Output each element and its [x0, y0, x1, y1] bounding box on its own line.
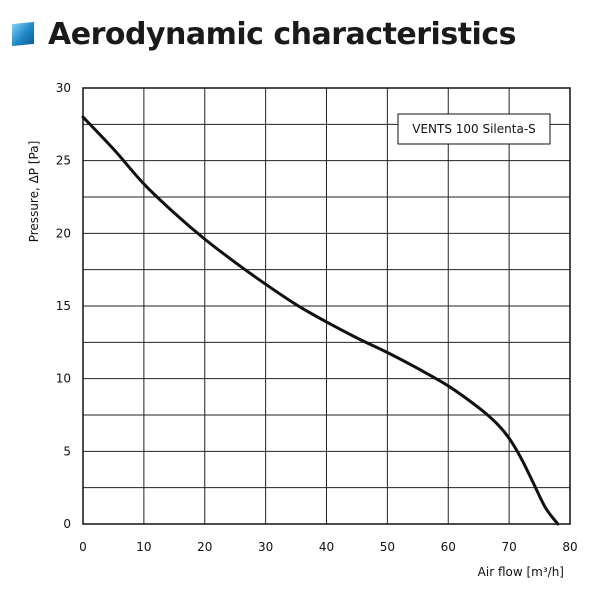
y-tick-label: 20 — [56, 226, 71, 240]
legend-label: VENTS 100 Silenta-S — [412, 122, 536, 136]
x-tick-label: 20 — [197, 540, 212, 554]
series-line — [81, 115, 560, 526]
x-tick-label: 0 — [79, 540, 87, 554]
chart-series — [81, 115, 560, 526]
chart-legend: VENTS 100 Silenta-S — [397, 113, 551, 145]
y-tick-label: 25 — [56, 154, 71, 168]
x-tick-label: 80 — [562, 540, 577, 554]
y-axis-label: Pressure, ΔP [Pa] — [27, 141, 41, 243]
x-tick-label: 10 — [136, 540, 151, 554]
x-tick-label: 30 — [258, 540, 273, 554]
plot-frame — [82, 87, 571, 525]
y-tick-label: 0 — [63, 517, 71, 531]
y-tick-label: 10 — [56, 372, 71, 386]
x-tick-label: 40 — [319, 540, 334, 554]
chart-grid — [82, 87, 571, 525]
x-tick-label: 70 — [501, 540, 516, 554]
page-header: Aerodynamic characteristics — [12, 14, 516, 54]
page-title: Aerodynamic characteristics — [48, 16, 516, 52]
legend-box — [397, 113, 551, 145]
x-tick-label: 50 — [380, 540, 395, 554]
chart-tick-labels: 0 10 20 30 40 50 60 70 80 0 5 10 15 20 25 30 — [56, 81, 578, 554]
y-tick-label: 30 — [56, 81, 71, 95]
y-tick-label: 15 — [56, 299, 71, 313]
x-tick-label: 60 — [441, 540, 456, 554]
y-tick-label: 5 — [63, 444, 71, 458]
x-axis-label: Air flow [m³/h] — [478, 565, 564, 579]
